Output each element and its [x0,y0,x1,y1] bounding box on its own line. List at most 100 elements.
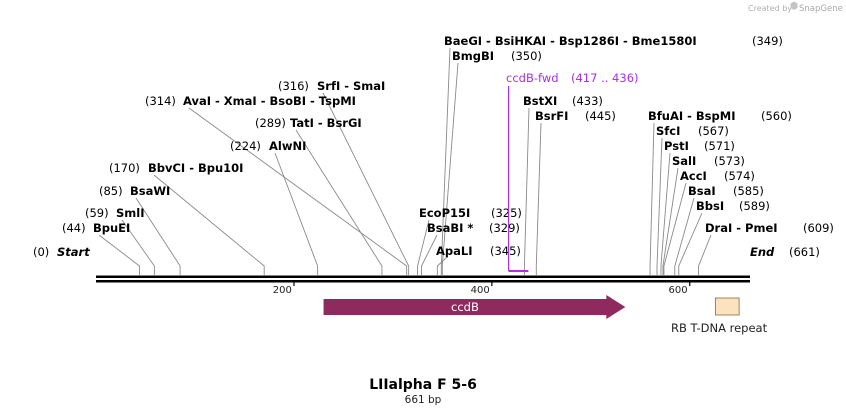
cut-line-bpuei [98,234,140,275]
cut-line-alwni [274,152,319,275]
enzyme-name: AvaI - XmaI - BsoBI - TspMI [183,94,356,108]
enzyme-label-baegi[interactable]: BaeGI - BsiHKAI - Bsp1286I - Bme1580I (34… [444,34,783,48]
cut-line-bbsi [678,212,703,275]
enzyme-pos: (85) [99,184,123,198]
enzyme-label-avai[interactable]: (314) AvaI - XmaI - BsoBI - TspMI [145,94,356,108]
cut-lines [98,47,712,275]
enzyme-label-bsrfi[interactable]: BsrFI (445) [535,109,616,123]
start-name: Start [57,245,90,259]
primer-name: ccdB-fwd [506,71,559,85]
enzyme-name: BmgBI [452,49,494,63]
enzyme-labels: (44) BpuEI(59) SmlI (85) BsaWI (170) BbvCI - B… [62,34,834,258]
enzyme-label-bstxi[interactable]: BstXI (433) [523,94,603,108]
enzyme-name: BfuAI - BspMI [648,109,735,123]
enzyme-label-bbsi[interactable]: BbsI (589) [696,199,770,213]
enzyme-pos: (170) [109,161,140,175]
primer-ccdb-fwd[interactable]: ccdB-fwd (417 .. 436) [506,71,639,272]
enzyme-label-bsawi[interactable]: (85) BsaWI [99,184,170,198]
cut-line-bsai [674,197,695,275]
primer-range: (417 .. 436) [571,71,639,85]
enzyme-label-bmgbi[interactable]: BmgBI (350) [452,49,542,63]
enzyme-name: BbsI [696,199,724,213]
enzyme-pos: (433) [572,94,603,108]
feature-rb-tdna-repeat[interactable]: RB T-DNA repeat [671,297,768,335]
enzyme-label-smli[interactable]: (59) SmlI [85,206,145,220]
enzyme-name: BbvCI - Bpu10I [148,161,243,175]
enzyme-name: BsaBI * [427,221,473,235]
cut-line-bbvci [153,174,265,275]
ccdb-label: ccdB [451,300,479,314]
enzyme-name: AlwNI [269,139,306,153]
cut-line-bstxi [523,107,530,275]
cut-line-sfci [656,137,663,275]
enzyme-label-tati[interactable]: (289) TatI - BsrGI [255,116,362,130]
enzyme-label-ecop15i[interactable]: EcoP15I (325) [419,206,522,220]
ccdb-arrow[interactable] [323,295,626,319]
rb-tdna-label: RB T-DNA repeat [671,321,768,335]
enzyme-name: BstXI [523,94,557,108]
start-pos: (0) [33,245,49,259]
cut-line-avai [188,107,408,275]
enzyme-pos: (44) [62,221,86,235]
enzyme-pos: (571) [704,139,735,153]
enzyme-pos: (573) [714,154,745,168]
enzyme-pos: (345) [490,244,521,258]
enzyme-label-acci[interactable]: AccI (574) [680,169,755,183]
map-length: 661 bp [405,394,442,406]
cut-line-psti [660,152,671,275]
cut-line-acci [663,182,687,275]
enzyme-label-bfuai[interactable]: BfuAI - BspMI (560) [648,109,792,123]
ruler-tick [491,282,493,286]
rb-tdna-box[interactable] [714,297,740,316]
ruler-tick [689,282,691,286]
enzyme-pos: (314) [145,94,176,108]
ruler: 200 400 600 [273,282,691,296]
ruler-label: 200 [273,285,292,296]
cut-line-ecop15i [417,219,430,275]
enzyme-name: DraI - PmeI [705,221,778,235]
enzyme-label-srfi[interactable]: (316) SrfI - SmaI [278,79,385,93]
enzyme-label-apali[interactable]: ApaLI (345) [436,244,521,258]
enzyme-label-alwni[interactable]: (224) AlwNI [230,139,306,153]
end-label: End (661) [750,245,820,259]
enzyme-pos: (289) [255,116,286,130]
enzyme-label-bbvci[interactable]: (170) BbvCI - Bpu10I [109,161,243,175]
enzyme-label-bsai[interactable]: BsaI (585) [688,184,764,198]
enzyme-pos: (567) [698,124,729,138]
dna-backbone [96,275,750,283]
cut-line-bsawi [135,197,181,275]
enzyme-label-sfci[interactable]: SfcI (567) [656,124,729,138]
enzyme-label-bpuei[interactable]: (44) BpuEI [62,221,130,235]
cut-line-sali [662,167,679,275]
cut-line-smli [121,219,155,275]
enzyme-name: SmlI [116,206,145,220]
map-title: LIIalpha F 5-6 [369,377,477,393]
enzyme-label-sali[interactable]: SalI (573) [672,154,745,168]
enzyme-label-psti[interactable]: PstI (571) [664,139,735,153]
enzyme-pos: (445) [585,109,616,123]
enzyme-name: SalI [672,154,696,168]
cut-line-bfuai [649,122,655,275]
cut-line-baegi [440,47,451,275]
cut-line-srfi [322,92,410,275]
enzyme-pos: (560) [761,109,792,123]
feature-ccdb[interactable]: ccdB [323,295,626,319]
enzyme-name: BsrFI [535,109,568,123]
enzyme-name: SrfI - SmaI [317,79,385,93]
enzyme-pos: (59) [85,206,109,220]
end-name: End [750,245,775,259]
enzyme-pos: (329) [489,221,520,235]
enzyme-name: BsaWI [130,184,170,198]
enzyme-name: PstI [664,139,689,153]
ruler-tick [293,282,295,286]
enzyme-pos: (316) [278,79,309,93]
cut-line-bsrfi [535,122,542,275]
enzyme-pos: (574) [724,169,755,183]
enzyme-label-bsabi[interactable]: BsaBI * (329) [427,221,520,235]
cut-line-bmgbi [441,62,459,275]
enzyme-name: BaeGI - BsiHKAI - Bsp1286I - Bme1580I [444,34,697,48]
cut-line-bsabi [421,234,438,275]
ruler-label: 400 [471,285,490,296]
enzyme-label-drai[interactable]: DraI - PmeI (609) [705,221,834,235]
